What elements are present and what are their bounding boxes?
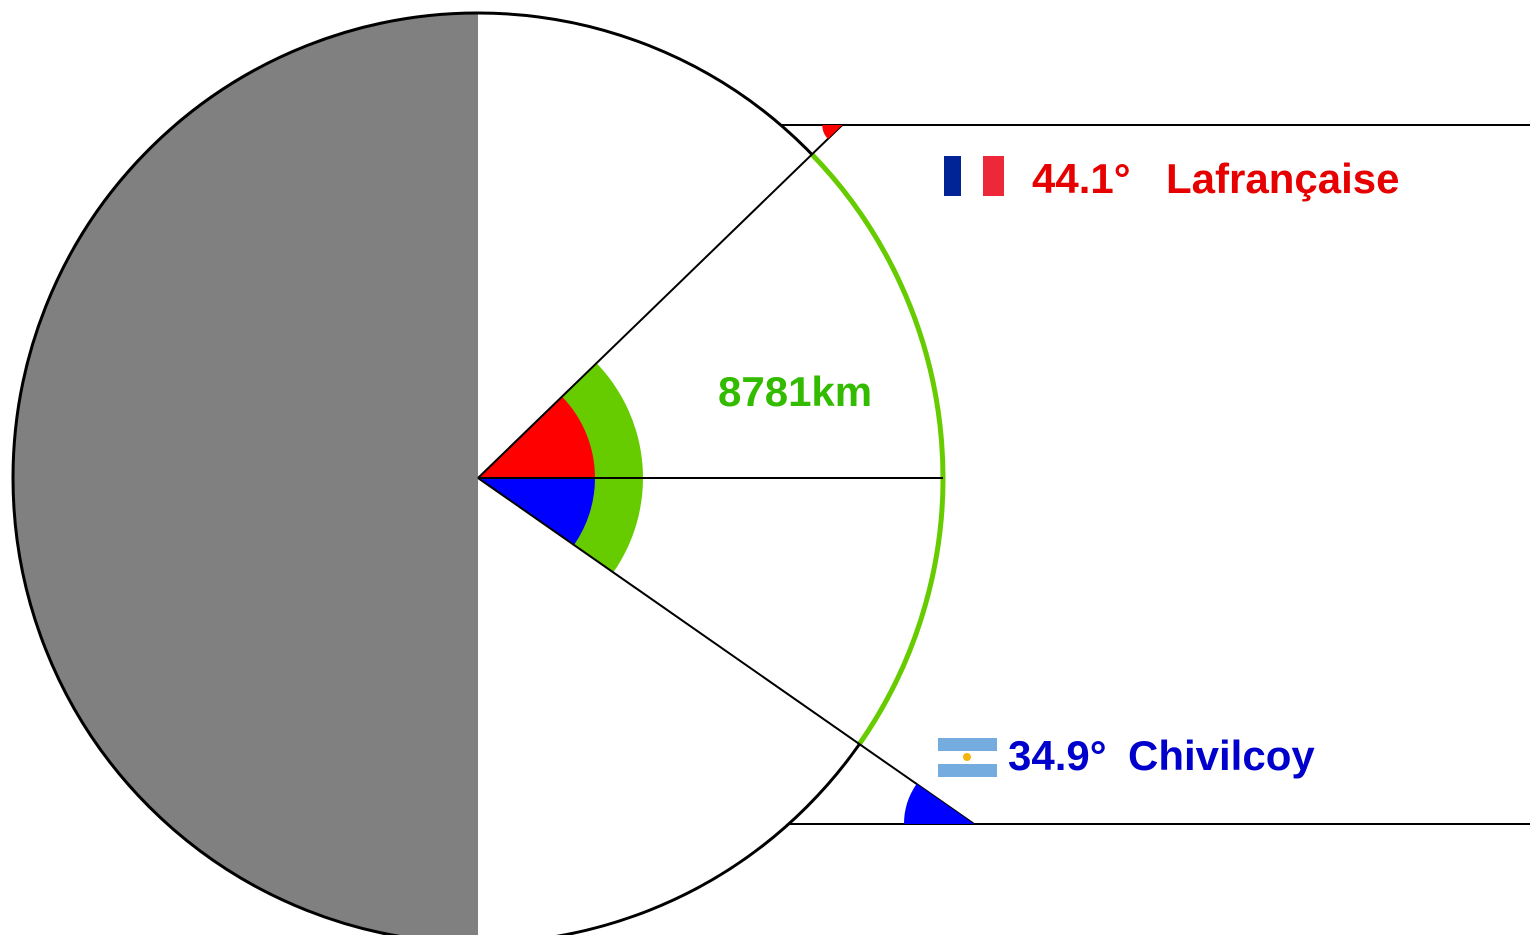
geometry-layer [11,11,1530,940]
france-flag-stripe-2 [961,156,983,196]
earth-shadow-hemisphere [13,13,478,940]
south-latitude-label: 34.9° [1008,732,1107,779]
argentina-flag-stripe-3 [938,764,997,777]
south-latitude-angle [478,478,595,545]
north-city-label-group: 44.1° Lafrançaise [944,155,1399,202]
south-city-label-group: 34.9° Chivilcoy [938,732,1315,779]
argentina-sun-icon [963,753,971,761]
south-ray-line [477,477,975,825]
north-city-name: Lafrançaise [1166,155,1399,202]
south-city-name: Chivilcoy [1128,732,1315,779]
france-flag-stripe-3 [983,156,1004,196]
north-incidence-angle [822,125,843,139]
distance-label: 8781km [718,368,872,415]
south-incidence-angle [903,783,974,824]
argentina-flag-stripe-1 [938,738,997,751]
north-latitude-angle [478,396,595,478]
france-flag-stripe-1 [944,156,961,196]
argentina-flag-icon [938,738,997,777]
distance-arc [810,152,946,746]
north-latitude-label: 44.1° [1032,155,1131,202]
north-ray-line [477,124,843,479]
france-flag-icon [944,156,1004,196]
